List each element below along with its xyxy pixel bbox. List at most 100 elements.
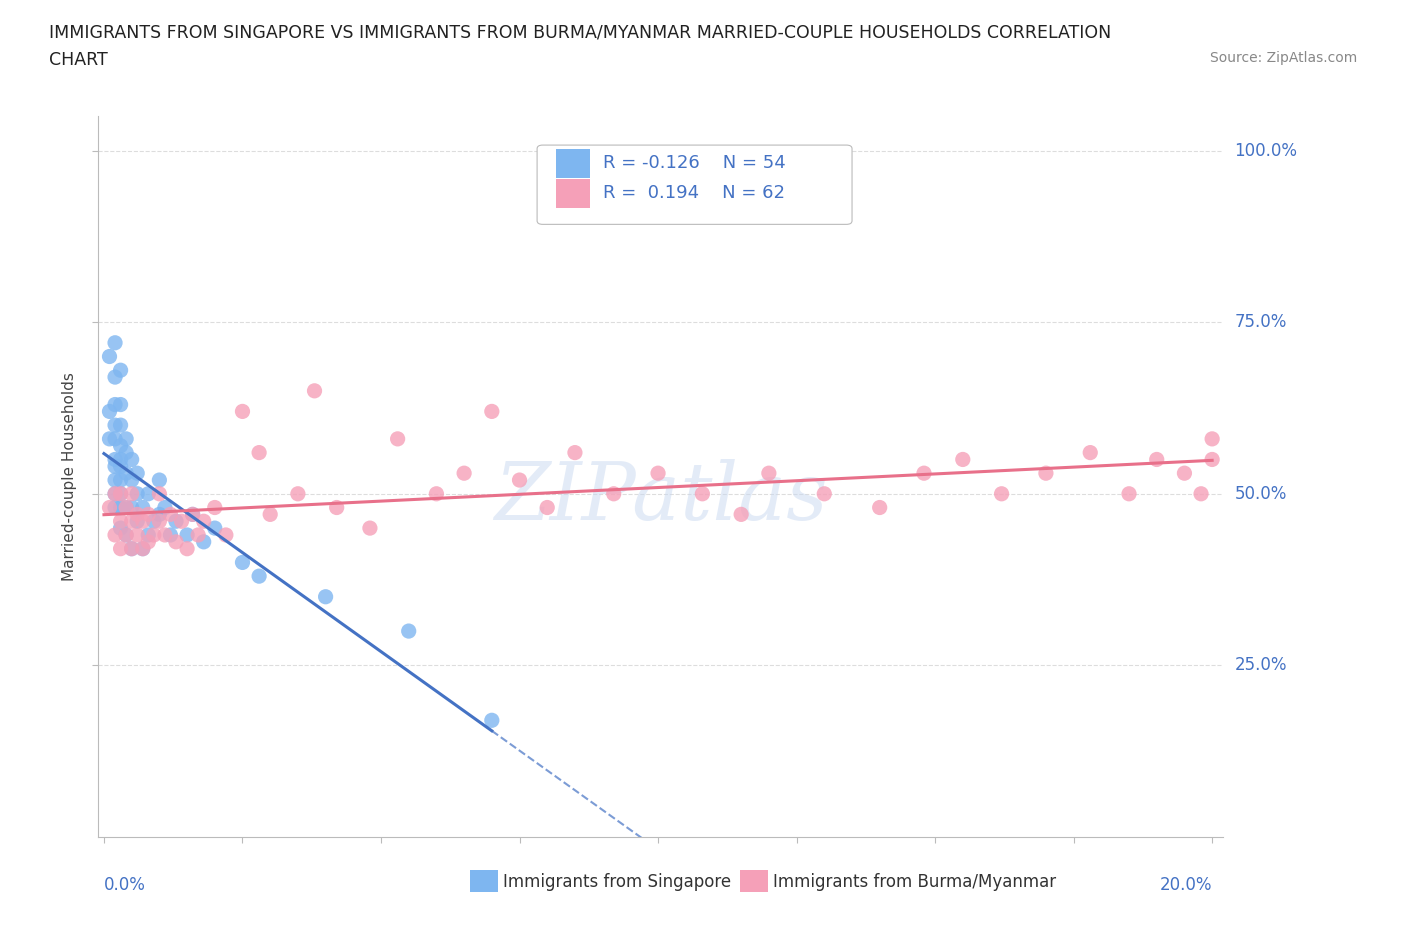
Text: Immigrants from Singapore: Immigrants from Singapore xyxy=(503,872,731,891)
Text: ZIPatlas: ZIPatlas xyxy=(494,459,828,537)
Point xyxy=(325,500,347,515)
Point xyxy=(110,521,132,536)
FancyBboxPatch shape xyxy=(557,179,591,207)
Point xyxy=(153,527,176,542)
Point xyxy=(121,541,143,556)
Point xyxy=(193,535,215,550)
Point xyxy=(481,404,503,418)
Point xyxy=(1189,486,1212,501)
Point xyxy=(1201,432,1223,446)
Point xyxy=(1146,452,1168,467)
Point xyxy=(110,363,132,378)
Point xyxy=(813,486,835,501)
Point xyxy=(121,472,143,487)
Point xyxy=(98,500,121,515)
Point xyxy=(115,500,138,515)
Text: 50.0%: 50.0% xyxy=(1234,485,1286,503)
Point xyxy=(110,513,132,528)
Point xyxy=(98,349,121,364)
Point xyxy=(110,438,132,453)
Point xyxy=(121,452,143,467)
Point xyxy=(136,507,159,522)
Point xyxy=(453,466,475,481)
Point xyxy=(115,445,138,460)
Point xyxy=(104,432,127,446)
Point xyxy=(181,507,204,522)
Point xyxy=(758,466,780,481)
Point xyxy=(204,500,226,515)
Point xyxy=(127,513,149,528)
Text: 25.0%: 25.0% xyxy=(1234,657,1286,674)
Point xyxy=(104,527,127,542)
Point xyxy=(136,527,159,542)
Point xyxy=(165,535,187,550)
Point xyxy=(132,513,155,528)
Text: 20.0%: 20.0% xyxy=(1160,876,1212,894)
Point xyxy=(181,507,204,522)
Text: 0.0%: 0.0% xyxy=(104,876,146,894)
Point xyxy=(564,445,586,460)
Point xyxy=(132,541,155,556)
Point xyxy=(104,458,127,473)
Point xyxy=(115,527,138,542)
Point xyxy=(98,404,121,418)
Point xyxy=(110,397,132,412)
Point xyxy=(127,507,149,522)
Point xyxy=(110,500,132,515)
Point xyxy=(869,500,891,515)
Point xyxy=(127,466,149,481)
Text: CHART: CHART xyxy=(49,51,108,69)
Point xyxy=(104,336,127,351)
Point xyxy=(259,507,281,522)
Point xyxy=(315,590,337,604)
Text: R =  0.194    N = 62: R = 0.194 N = 62 xyxy=(603,184,786,203)
Point xyxy=(176,541,198,556)
Point xyxy=(110,458,132,473)
Point xyxy=(509,472,531,487)
Point xyxy=(231,404,253,418)
Point xyxy=(990,486,1012,501)
Point xyxy=(603,486,626,501)
Point xyxy=(127,486,149,501)
Point xyxy=(110,541,132,556)
Point xyxy=(121,513,143,528)
Text: IMMIGRANTS FROM SINGAPORE VS IMMIGRANTS FROM BURMA/MYANMAR MARRIED-COUPLE HOUSEH: IMMIGRANTS FROM SINGAPORE VS IMMIGRANTS … xyxy=(49,23,1112,41)
Point xyxy=(536,500,558,515)
Point xyxy=(98,432,121,446)
Point xyxy=(110,418,132,432)
Point xyxy=(231,555,253,570)
Point xyxy=(247,445,270,460)
Point xyxy=(115,432,138,446)
Point xyxy=(148,513,170,528)
Point xyxy=(104,500,127,515)
Point xyxy=(912,466,935,481)
Text: 75.0%: 75.0% xyxy=(1234,313,1286,331)
Point xyxy=(215,527,238,542)
Point xyxy=(104,418,127,432)
Point xyxy=(110,486,132,501)
Point xyxy=(1035,466,1057,481)
Point xyxy=(952,452,974,467)
Point xyxy=(148,507,170,522)
Point xyxy=(1201,452,1223,467)
Point xyxy=(153,500,176,515)
Point xyxy=(136,486,159,501)
Point xyxy=(104,486,127,501)
Point xyxy=(104,369,127,384)
Point xyxy=(425,486,447,501)
Point xyxy=(304,383,326,398)
Text: R = -0.126    N = 54: R = -0.126 N = 54 xyxy=(603,154,786,172)
Point xyxy=(165,513,187,528)
Point xyxy=(136,535,159,550)
Point xyxy=(148,486,170,501)
FancyBboxPatch shape xyxy=(557,149,591,178)
Point xyxy=(1078,445,1101,460)
Point xyxy=(121,500,143,515)
Text: Source: ZipAtlas.com: Source: ZipAtlas.com xyxy=(1209,51,1357,65)
Point xyxy=(159,527,181,542)
Point xyxy=(1118,486,1140,501)
Point xyxy=(104,486,127,501)
Point xyxy=(187,527,209,542)
Point xyxy=(115,500,138,515)
Point xyxy=(127,527,149,542)
